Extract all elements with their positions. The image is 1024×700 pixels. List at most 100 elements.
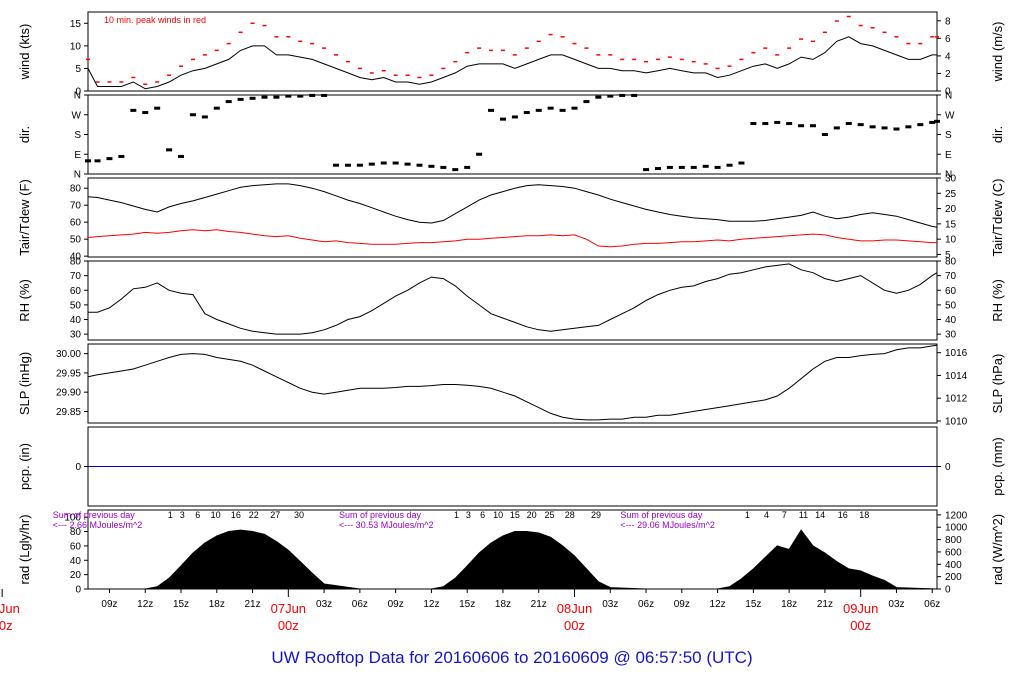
dir-point: [523, 111, 530, 115]
dir-point: [571, 106, 578, 110]
series-line-rh-0: [88, 263, 938, 335]
ytick-label-left-wind: 10: [70, 41, 82, 52]
dir-point: [762, 122, 769, 126]
ytick-label-right-temp: 5: [945, 250, 951, 261]
rad-hour-number: 10: [211, 510, 221, 520]
rad-hour-number: 29: [591, 510, 601, 520]
rad-hour-number: 28: [565, 510, 575, 520]
ytick-label-right-dir: S: [945, 130, 952, 141]
ylabel-temp: Tair/Tdew (F): [17, 179, 32, 256]
rad-hour-number: 22: [249, 510, 259, 520]
dir-point: [428, 164, 435, 168]
dir-point: [607, 94, 614, 98]
ytick-label-left-wind: 15: [70, 19, 82, 30]
time-tick-label: 03z: [316, 599, 332, 610]
rad-hour-number: 3: [180, 510, 185, 520]
dir-point: [189, 113, 196, 117]
dir-point: [666, 165, 673, 169]
dir-point: [559, 108, 566, 112]
time-tick-label: 06z: [352, 599, 368, 610]
time-tick-label: 09z: [388, 599, 404, 610]
ylabel-dir: dir.: [17, 126, 32, 143]
dir-point: [917, 123, 924, 127]
daily-sum-line1: Sum of previous day: [339, 510, 422, 520]
dir-point: [678, 165, 685, 169]
dir-point: [726, 163, 733, 167]
ytick-label-left-dir: N: [74, 170, 81, 181]
ytick-label-right-rh: 80: [945, 257, 957, 268]
panel-frame-rh: [87, 260, 938, 341]
ytick-label-right-dir: N: [945, 91, 952, 102]
dir-point: [499, 117, 506, 121]
time-tick-label: 12z: [710, 599, 726, 610]
ytick-label-left-slp: 29.95: [56, 368, 81, 379]
dir-point: [404, 162, 411, 166]
rad-hour-number: 3: [466, 510, 471, 520]
ytick-label-left-dir: W: [72, 110, 82, 121]
ytick-label-right-rad: 1200: [945, 510, 968, 521]
dir-point: [690, 165, 697, 169]
day-label-time: 00z: [0, 618, 13, 633]
ytick-label-right-wind: 6: [945, 34, 951, 45]
ytick-label-left-slp: 29.90: [56, 388, 81, 399]
time-tick-label: 15z: [173, 599, 189, 610]
ytick-label-left-temp: 50: [70, 235, 82, 246]
ylabel-slp: SLP (inHg): [17, 352, 32, 415]
ytick-label-left-rad: 0: [75, 585, 81, 596]
ytick-label-left-rad: 20: [70, 570, 82, 581]
daily-sum-line2: <--- 30.53 MJoules/m^2: [339, 520, 434, 530]
rad-hour-number: 4: [764, 510, 769, 520]
ytick-label-right-wind: 0: [945, 87, 951, 98]
dir-point: [738, 161, 745, 165]
day-label-date: 09Jun: [843, 601, 878, 616]
ylabel-right-slp: SLP (hPa): [990, 354, 1005, 414]
series-line-slp-0: [87, 344, 938, 421]
dir-point: [297, 94, 304, 98]
dir-point: [452, 168, 459, 172]
day-label-time: 00z: [564, 618, 585, 633]
ytick-label-left-rh: 60: [70, 286, 82, 297]
time-tick-label: 18z: [495, 599, 511, 610]
ytick-label-right-temp: 10: [945, 235, 957, 246]
dir-point: [631, 93, 638, 97]
ytick-label-right-rad: 600: [945, 547, 962, 558]
ytick-label-right-pcp: 0: [945, 462, 951, 473]
ylabel-rad: rad (Lgly/hr): [17, 514, 32, 584]
dir-point: [464, 165, 471, 169]
ytick-label-left-temp: 70: [70, 201, 82, 212]
dir-point: [535, 108, 542, 112]
ytick-label-right-wind: 4: [945, 51, 951, 62]
dir-point: [130, 108, 137, 112]
ytick-label-right-slp: 1014: [945, 371, 968, 382]
rad-hour-number: 27: [270, 510, 280, 520]
wind-note: 10 min. peak winds in red: [104, 15, 206, 25]
daily-sum-line2: <--- 29.06 MJoules/m^2: [620, 520, 715, 530]
ytick-label-left-rh: 70: [70, 271, 82, 282]
dir-point: [154, 106, 161, 110]
ytick-label-right-temp: 30: [945, 174, 957, 185]
dir-point: [106, 157, 113, 161]
ylabel-rh: RH (%): [17, 279, 32, 322]
panel-frame-slp: [87, 343, 938, 424]
rad-hour-number: 16: [838, 510, 848, 520]
time-tick-label: 15z: [459, 599, 475, 610]
panel-frame-temp: [87, 177, 938, 258]
dir-point: [786, 122, 793, 126]
ylabel-pcp: pcp. (in): [17, 443, 32, 490]
dir-point: [750, 122, 757, 126]
time-tick-label: 21z: [244, 599, 260, 610]
rad-hour-number: 15: [510, 510, 520, 520]
ytick-label-right-rh: 40: [945, 315, 957, 326]
ytick-label-left-temp: 80: [70, 184, 82, 195]
dir-point: [714, 165, 721, 169]
daily-sum-line1: Sum of previous day: [53, 510, 136, 520]
ylabel-right-wind: wind (m/s): [990, 22, 1005, 83]
ytick-label-left-rad: 100: [64, 513, 81, 524]
ytick-label-right-rh: 70: [945, 271, 957, 282]
ytick-label-right-temp: 15: [945, 219, 957, 230]
dir-point: [774, 120, 781, 124]
time-tick-label: 06z: [924, 599, 940, 610]
daily-sum-line1: Sum of previous day: [620, 510, 703, 520]
rad-hour-number: 1: [168, 510, 173, 520]
series-line-temp-1: [87, 229, 937, 248]
